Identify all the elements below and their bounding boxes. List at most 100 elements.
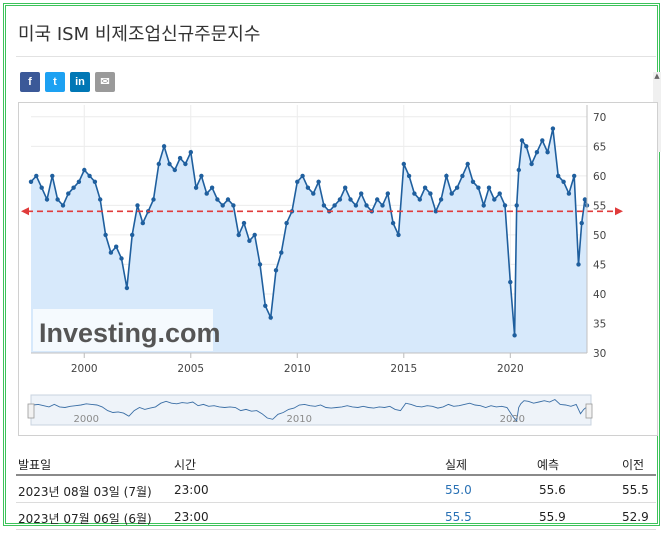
x-tick-label: 2000	[71, 363, 98, 375]
data-point	[130, 232, 135, 238]
scroll-up-icon[interactable]: ▲	[654, 72, 660, 80]
twitter-icon[interactable]: t	[45, 72, 65, 92]
navigator-handle-right[interactable]	[585, 403, 593, 419]
row-forecast: 55.6	[539, 483, 566, 497]
data-point	[582, 197, 588, 202]
data-point	[76, 179, 82, 184]
y-axis: 30 35 40 45 50 55 60 65 70	[593, 112, 606, 360]
data-point	[316, 179, 321, 184]
data-point	[98, 197, 103, 202]
data-point	[514, 203, 519, 208]
data-point	[454, 185, 460, 190]
navigator-label: 2000	[74, 414, 99, 425]
data-point	[66, 191, 71, 196]
data-point	[204, 191, 209, 196]
data-point	[167, 161, 172, 167]
data-point	[380, 203, 385, 208]
header-time: 시간	[174, 458, 197, 472]
data-point	[497, 191, 502, 196]
data-point	[465, 161, 470, 167]
y-tick-label: 50	[593, 230, 606, 242]
data-point	[39, 185, 44, 190]
data-point	[135, 203, 140, 208]
y-tick-label: 30	[593, 348, 606, 360]
row-date: 2023년 07월 06일 (6월)	[18, 512, 152, 526]
data-point	[156, 161, 161, 167]
data-point	[572, 173, 577, 179]
row-actual: 55.5	[445, 510, 472, 524]
header-actual: 실제	[445, 458, 468, 472]
row-time: 23:00	[174, 483, 209, 497]
data-point	[550, 126, 556, 131]
data-point	[236, 232, 241, 238]
y-tick-label: 45	[593, 259, 606, 271]
data-point	[172, 167, 177, 173]
header-forecast: 예측	[537, 458, 560, 472]
data-point	[332, 203, 337, 208]
data-point	[140, 220, 145, 226]
data-point	[119, 256, 124, 261]
data-point	[252, 232, 257, 238]
data-point	[188, 150, 193, 155]
y-tick-label: 60	[593, 171, 606, 183]
data-point	[364, 203, 369, 208]
navigator-label: 2020	[500, 414, 525, 425]
data-point	[476, 185, 481, 190]
data-point	[348, 197, 353, 202]
table-row: 2023년 07월 06일 (6월) 23:00 55.5 55.9 52.9	[16, 503, 656, 530]
row-time: 23:00	[174, 510, 209, 524]
data-point	[263, 303, 268, 308]
email-icon[interactable]: ✉	[95, 72, 115, 92]
data-point	[481, 203, 486, 208]
data-point	[579, 220, 584, 226]
data-point	[529, 161, 534, 167]
data-point	[390, 220, 396, 226]
data-point	[103, 232, 108, 238]
data-point	[444, 173, 449, 179]
navigator-handle-left[interactable]	[27, 403, 35, 419]
table-header: 발표일 시간 실제 예측 이전	[16, 446, 656, 476]
title-divider	[16, 56, 656, 57]
row-actual: 55.0	[445, 483, 472, 497]
data-point	[161, 144, 167, 149]
data-point	[305, 185, 311, 190]
data-point	[422, 185, 428, 190]
data-point	[428, 191, 433, 196]
data-point	[561, 179, 566, 184]
data-point	[279, 250, 284, 255]
data-point	[108, 250, 114, 255]
data-point	[28, 179, 34, 184]
data-point	[177, 155, 183, 161]
data-point	[114, 244, 119, 249]
data-point	[385, 191, 390, 196]
reference-arrow-left	[21, 207, 29, 216]
release-table: 발표일 시간 실제 예측 이전 2023년 08월 03일 (7월) 23:00…	[16, 446, 656, 530]
data-point	[566, 191, 572, 196]
data-point	[556, 173, 561, 179]
data-point	[183, 161, 188, 167]
data-point	[486, 185, 492, 190]
data-point	[343, 185, 348, 190]
y-tick-label: 35	[593, 318, 606, 330]
data-point	[34, 173, 39, 179]
data-point	[321, 203, 327, 208]
data-point	[576, 262, 581, 267]
y-tick-label: 55	[593, 200, 606, 212]
facebook-icon[interactable]: f	[20, 72, 40, 92]
data-point	[209, 185, 215, 190]
data-point	[508, 279, 513, 285]
data-point	[257, 262, 263, 267]
data-point	[519, 138, 525, 143]
linkedin-icon[interactable]: in	[70, 72, 90, 92]
data-point	[82, 167, 87, 173]
data-point	[273, 268, 279, 273]
chart-container: Investing.com 30 35 40 45 50 55 60 65 70 2000 200…	[18, 102, 658, 436]
data-point	[268, 315, 273, 320]
data-point	[241, 220, 247, 226]
data-point	[231, 203, 236, 208]
row-forecast: 55.9	[539, 510, 566, 524]
range-navigator[interactable]: 2000 2010 2020	[27, 394, 593, 426]
x-tick-label: 2005	[177, 363, 204, 375]
data-point	[401, 161, 406, 167]
